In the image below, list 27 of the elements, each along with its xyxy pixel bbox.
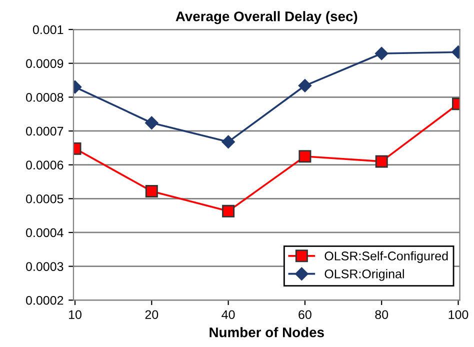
x-tick-label: 60 (298, 310, 312, 320)
point (375, 155, 388, 168)
y-tick-label: 0.0007 (26, 126, 64, 136)
x-axis-title: Number of Nodes (210, 327, 324, 338)
point (145, 116, 158, 130)
legend-label: OLSR:Original (324, 269, 404, 281)
x-tick-label: 10 (69, 310, 82, 320)
y-tick-label: 0.0003 (26, 262, 64, 271)
y-tick-label: 0.001 (32, 25, 64, 34)
y-tick-label: 0.0004 (26, 228, 64, 238)
y-tick-label: 0.0002 (26, 296, 64, 305)
legend-label: OLSR:Self-Configured (324, 251, 448, 263)
x-tick-label: 100 (448, 310, 468, 320)
y-tick-label: 0.0008 (26, 92, 64, 102)
point (222, 135, 235, 148)
point (145, 184, 158, 198)
chart-title: Average Overall Delay (sec) (176, 11, 358, 24)
point (375, 46, 388, 60)
y-tick-label: 0.0009 (26, 59, 64, 68)
y-tick-label: 0.0005 (26, 194, 64, 204)
x-tick-label: 80 (375, 310, 388, 320)
point (222, 204, 235, 218)
y-tick-label: 0.0006 (26, 160, 64, 170)
point (298, 150, 312, 163)
point (298, 79, 312, 92)
x-tick-label: 40 (222, 310, 235, 320)
x-tick-label: 20 (145, 310, 158, 320)
